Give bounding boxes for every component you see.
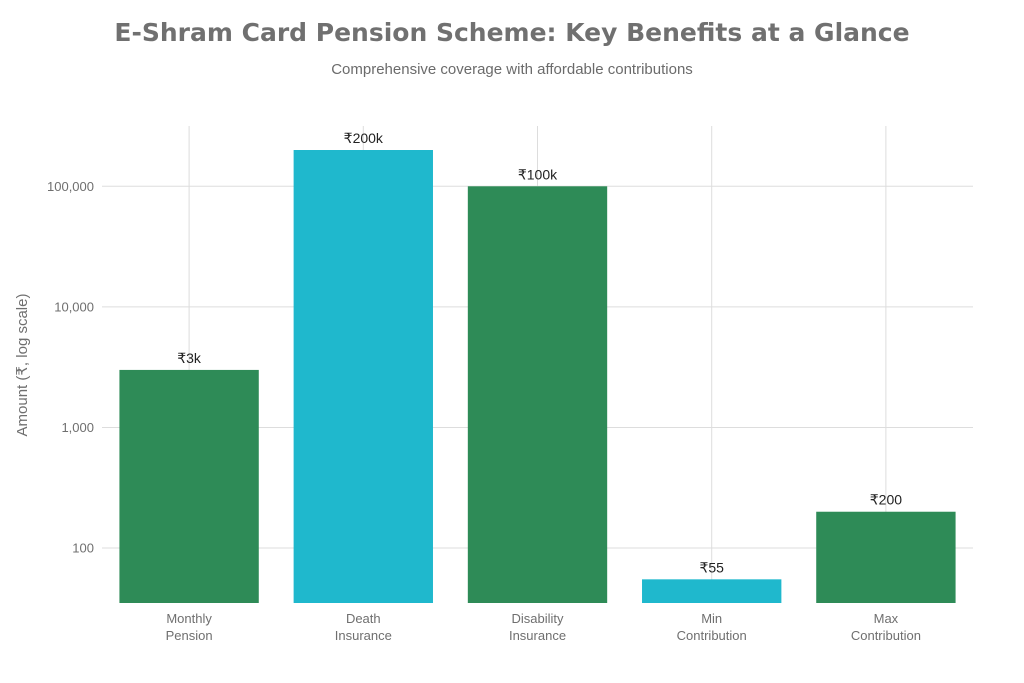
x-axis-ticks: Monthly Pension Death Insurance Disability In… [166,611,921,643]
y-tick-label: 100,000 [47,179,94,194]
x-tick-label: Max Contribution [851,611,921,643]
y-axis-title: Amount (₹, log scale) [14,294,31,437]
chart-title: E-Shram Card Pension Scheme: Key Benefit… [114,18,910,47]
x-tick-label: Death Insurance [335,611,392,643]
chart-subtitle: Comprehensive coverage with affordable c… [331,61,693,78]
bar [816,511,956,603]
bar [293,150,433,603]
bar-value-label: ₹200 [870,492,902,508]
bar [119,369,259,603]
bar [642,579,782,603]
x-tick-label: Monthly Pension [166,611,213,643]
y-axis-ticks: 100 1,000 10,000 100,000 [47,179,94,556]
data-labels: ₹3k ₹200k ₹100k ₹55 ₹200 [177,130,902,575]
bar-value-label: ₹3k [177,350,202,366]
bar-value-label: ₹200k [344,130,384,146]
y-tick-label: 10,000 [54,299,94,314]
bar [467,186,608,603]
y-tick-label: 1,000 [61,420,94,435]
bars [119,150,956,603]
y-tick-label: 100 [72,541,94,556]
x-tick-label: Disability Insurance [509,611,566,643]
bar-value-label: ₹55 [699,559,724,575]
x-tick-label: Min Contribution [677,611,747,643]
bar-value-label: ₹100k [518,166,558,182]
